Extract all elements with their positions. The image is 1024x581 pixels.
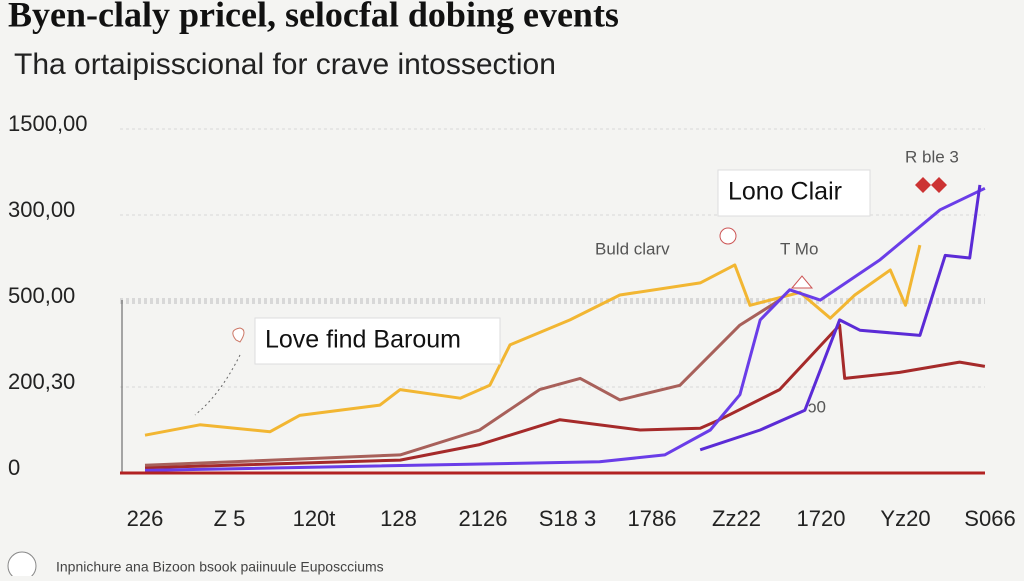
annotation-box [717,169,871,217]
footer-icon [7,551,37,581]
chart-title: Byen-claly pricel, selocfal dobing event… [8,0,619,34]
line-series [144,186,986,472]
x-tick-label: 1720 [797,506,846,531]
annotation: Lono Clair [728,178,842,206]
marker-icon [790,275,814,289]
annotation-box [254,317,501,365]
y-tick-label: 500,00 [8,283,75,308]
footer: Inpnichure ana Bizoon bsook paiinuule Eu… [56,559,384,575]
x-tick-label: Z 5 [214,506,246,531]
line-series [144,298,781,467]
y-tick-label: 1500,00 [8,111,88,136]
marker-icon [719,227,737,245]
annotation: Love find Baroum [265,326,461,354]
x-tick-label: 226 [127,506,164,531]
x-tick-label: Yz20 [880,506,930,531]
annotation: Buld clarv [595,239,670,258]
marker-icon [915,177,947,193]
x-tick-label: Zz22 [712,506,761,531]
x-tick-label: 128 [380,506,417,531]
x-tick-label: S066 [964,506,1015,531]
x-tick-label: S18 3 [539,506,597,531]
y-tick-label: 200,30 [8,369,75,394]
y-tick-label: 300,00 [8,197,75,222]
chart-subtitle: Tha ortaipisscional for crave intossecti… [14,48,556,81]
annotation-leader [194,354,241,416]
annotation: ↄ0 [808,397,826,416]
line-series [699,184,982,452]
line-series [144,244,922,437]
annotation: T Mo [780,239,818,258]
annotation: R ble 3 [905,147,959,166]
y-tick-label: 0 [8,455,20,480]
x-tick-label: 2126 [459,506,508,531]
x-tick-label: 1786 [628,506,677,531]
x-tick-label: 120t [293,506,336,531]
annotation-icon [232,327,245,343]
